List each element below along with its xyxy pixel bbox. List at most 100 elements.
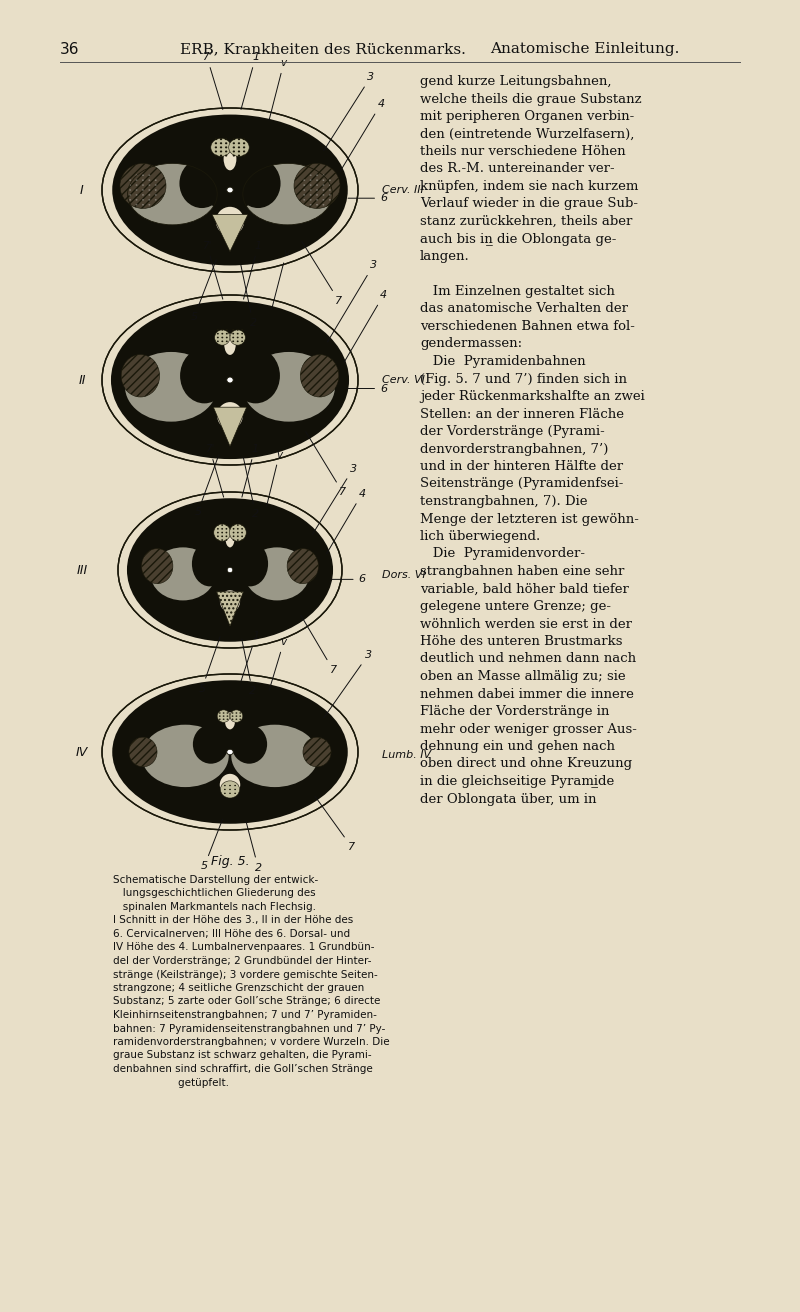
Ellipse shape [245,547,310,601]
Ellipse shape [179,159,224,209]
Ellipse shape [310,184,312,186]
Ellipse shape [222,719,225,720]
Text: deutlich und nehmen dann nach: deutlich und nehmen dann nach [420,652,636,665]
Ellipse shape [218,401,243,429]
Ellipse shape [226,530,234,547]
Ellipse shape [214,147,217,148]
Ellipse shape [214,329,230,345]
Ellipse shape [102,674,358,830]
Ellipse shape [225,138,227,140]
Ellipse shape [234,792,236,794]
Ellipse shape [217,333,219,335]
Text: Die  Pyramidenbahnen: Die Pyramidenbahnen [420,356,586,367]
Text: 7: 7 [302,241,342,306]
Text: (Fig. 5. 7 und 7’) finden sich in: (Fig. 5. 7 und 7’) finden sich in [420,373,627,386]
Text: den (eintretende Wurzelfasern),: den (eintretende Wurzelfasern), [420,127,634,140]
Text: Seitenstränge (Pyramidenfsei-: Seitenstränge (Pyramidenfsei- [420,478,623,491]
Ellipse shape [303,194,306,195]
Text: 6: 6 [331,575,366,584]
Ellipse shape [232,715,234,716]
Ellipse shape [219,715,221,716]
Ellipse shape [222,329,223,331]
Text: v: v [269,58,287,121]
Text: 2: 2 [242,639,256,695]
Ellipse shape [238,142,240,144]
Ellipse shape [322,199,325,201]
Text: dehnung ein und gehen nach: dehnung ein und gehen nach [420,740,615,753]
Text: stränge (Keilstränge); 3 vordere gemischte Seiten-: stränge (Keilstränge); 3 vordere gemisch… [113,970,378,980]
Text: des R.-M. untereinander ver-: des R.-M. untereinander ver- [420,163,614,176]
Ellipse shape [239,715,241,716]
Ellipse shape [316,203,318,206]
Ellipse shape [242,535,243,537]
Ellipse shape [233,151,235,152]
Ellipse shape [142,180,144,181]
Ellipse shape [225,142,227,144]
Ellipse shape [135,189,138,190]
Ellipse shape [220,138,222,140]
Ellipse shape [243,138,246,140]
Ellipse shape [226,539,227,541]
Text: Stellen: an der inneren Fläche: Stellen: an der inneren Fläche [420,408,624,421]
Ellipse shape [243,155,246,156]
Text: Höhe des unteren Brustmarks: Höhe des unteren Brustmarks [420,635,622,648]
Ellipse shape [237,337,238,338]
Text: 5: 5 [198,636,220,694]
Ellipse shape [237,527,238,530]
Ellipse shape [129,184,131,186]
Ellipse shape [242,333,243,335]
Ellipse shape [226,525,227,526]
Ellipse shape [237,525,238,526]
Text: 7': 7' [202,52,222,109]
Ellipse shape [227,567,233,573]
Text: graue Substanz ist schwarz gehalten, die Pyrami-: graue Substanz ist schwarz gehalten, die… [113,1051,372,1060]
Ellipse shape [135,194,138,195]
Ellipse shape [322,189,325,190]
Ellipse shape [214,142,217,144]
Ellipse shape [142,203,144,206]
Ellipse shape [224,789,226,790]
Ellipse shape [233,155,235,156]
Text: 7: 7 [301,615,337,674]
Text: der Oblongata über, um in: der Oblongata über, um in [420,792,597,806]
Ellipse shape [217,531,218,534]
Ellipse shape [322,194,325,195]
Ellipse shape [322,184,325,186]
Ellipse shape [242,539,243,541]
Ellipse shape [148,189,150,190]
Ellipse shape [221,781,240,798]
Text: 4: 4 [344,290,387,362]
Text: nehmen dabei immer die innere: nehmen dabei immer die innere [420,687,634,701]
Text: knüpfen, indem sie nach kurzem: knüpfen, indem sie nach kurzem [420,180,638,193]
Text: denvorderstrangbahnen, 7’): denvorderstrangbahnen, 7’) [420,442,608,455]
Ellipse shape [231,724,267,764]
Ellipse shape [148,184,150,186]
Ellipse shape [229,785,231,786]
Text: variable, bald höher bald tiefer: variable, bald höher bald tiefer [420,583,629,596]
Ellipse shape [219,712,221,714]
Text: der Vorderstränge (Pyrami-: der Vorderstränge (Pyrami- [420,425,605,438]
Ellipse shape [142,548,173,584]
Ellipse shape [148,194,150,195]
Ellipse shape [226,719,228,720]
Ellipse shape [232,541,268,586]
Ellipse shape [243,352,335,421]
Ellipse shape [129,199,131,201]
Text: Cerv. III: Cerv. III [382,185,424,195]
Text: jeder Rückenmarkshalfte an zwei: jeder Rückenmarkshalfte an zwei [420,390,645,403]
Ellipse shape [233,531,234,534]
Ellipse shape [224,333,236,356]
Ellipse shape [222,333,223,335]
Text: Schematische Darstellung der entwick-: Schematische Darstellung der entwick- [113,875,318,886]
Ellipse shape [210,138,231,156]
Text: 4: 4 [326,488,366,554]
Ellipse shape [122,354,160,398]
Ellipse shape [242,329,243,331]
Text: strangzone; 4 seitliche Grenzschicht der grauen: strangzone; 4 seitliche Grenzschicht der… [113,983,364,993]
Text: 1: 1 [243,240,262,299]
Ellipse shape [214,151,217,152]
Ellipse shape [220,155,222,156]
Ellipse shape [310,194,312,195]
Ellipse shape [135,174,138,176]
Ellipse shape [242,531,243,534]
